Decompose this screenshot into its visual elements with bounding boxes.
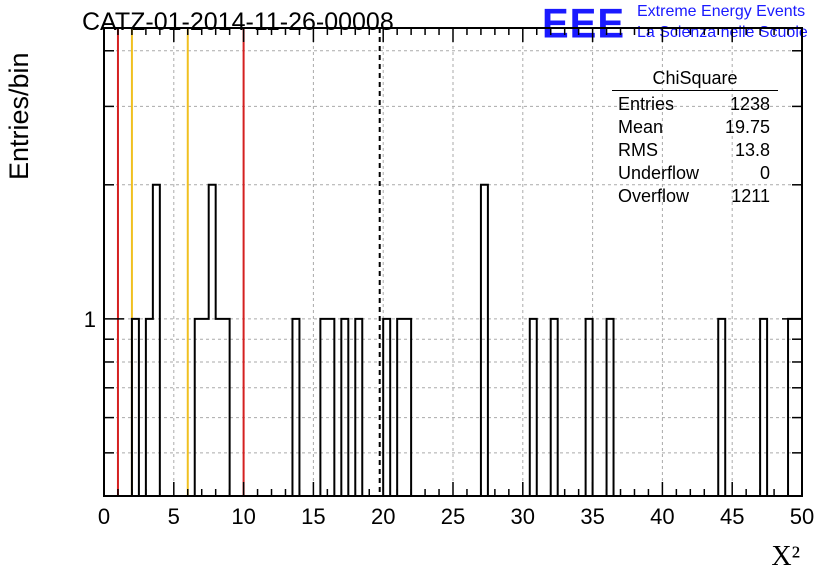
stats-row: Overflow 1211 — [612, 185, 778, 208]
stats-value: 1238 — [729, 94, 770, 114]
axis-tick-labels: 0 5 10 15 20 25 30 35 40 45 50 1 — [84, 307, 814, 529]
stats-value: 0 — [759, 163, 770, 183]
stats-label: Underflow — [618, 163, 700, 183]
reference-lines — [116, 28, 381, 496]
stats-value: 19.75 — [724, 117, 770, 137]
x-tick-label: 25 — [441, 504, 465, 529]
stats-value: 13.8 — [734, 140, 770, 160]
stats-box: ChiSquare Entries 1238 Mean 19.75 RMS 13.8 Und… — [612, 68, 778, 208]
x-tick-label: 50 — [790, 504, 814, 529]
x-tick-label: 40 — [650, 504, 674, 529]
stats-label: Overflow — [618, 186, 690, 206]
x-tick-label: 35 — [580, 504, 604, 529]
x-tick-label: 15 — [301, 504, 325, 529]
stats-row: Underflow 0 — [612, 162, 778, 185]
y-tick-label: 1 — [84, 307, 96, 332]
x-tick-label: 20 — [371, 504, 395, 529]
stats-rows: Entries 1238 Mean 19.75 RMS 13.8 Underflow 0 Ove… — [612, 93, 778, 208]
axis-ticks — [103, 28, 803, 496]
x-tick-label: 45 — [720, 504, 744, 529]
stats-row: Mean 19.75 — [612, 116, 778, 139]
grid — [103, 28, 803, 496]
stats-row: RMS 13.8 — [612, 139, 778, 162]
logo-subtitle-1: Extreme Energy Events — [637, 3, 806, 20]
x-tick-label: 0 — [98, 504, 110, 529]
stats-title: ChiSquare — [612, 68, 778, 91]
stats-label: Entries — [618, 94, 675, 114]
stats-label: Mean — [618, 117, 664, 137]
stats-row: Entries 1238 — [612, 93, 778, 116]
x-tick-label: 30 — [511, 504, 535, 529]
stats-label: RMS — [618, 140, 658, 160]
x-tick-label: 5 — [168, 504, 180, 529]
eee-logo: EEE — [542, 0, 626, 48]
stats-value: 1211 — [731, 186, 770, 206]
x-tick-label: 10 — [231, 504, 255, 529]
x-axis-label: X² — [771, 541, 800, 572]
